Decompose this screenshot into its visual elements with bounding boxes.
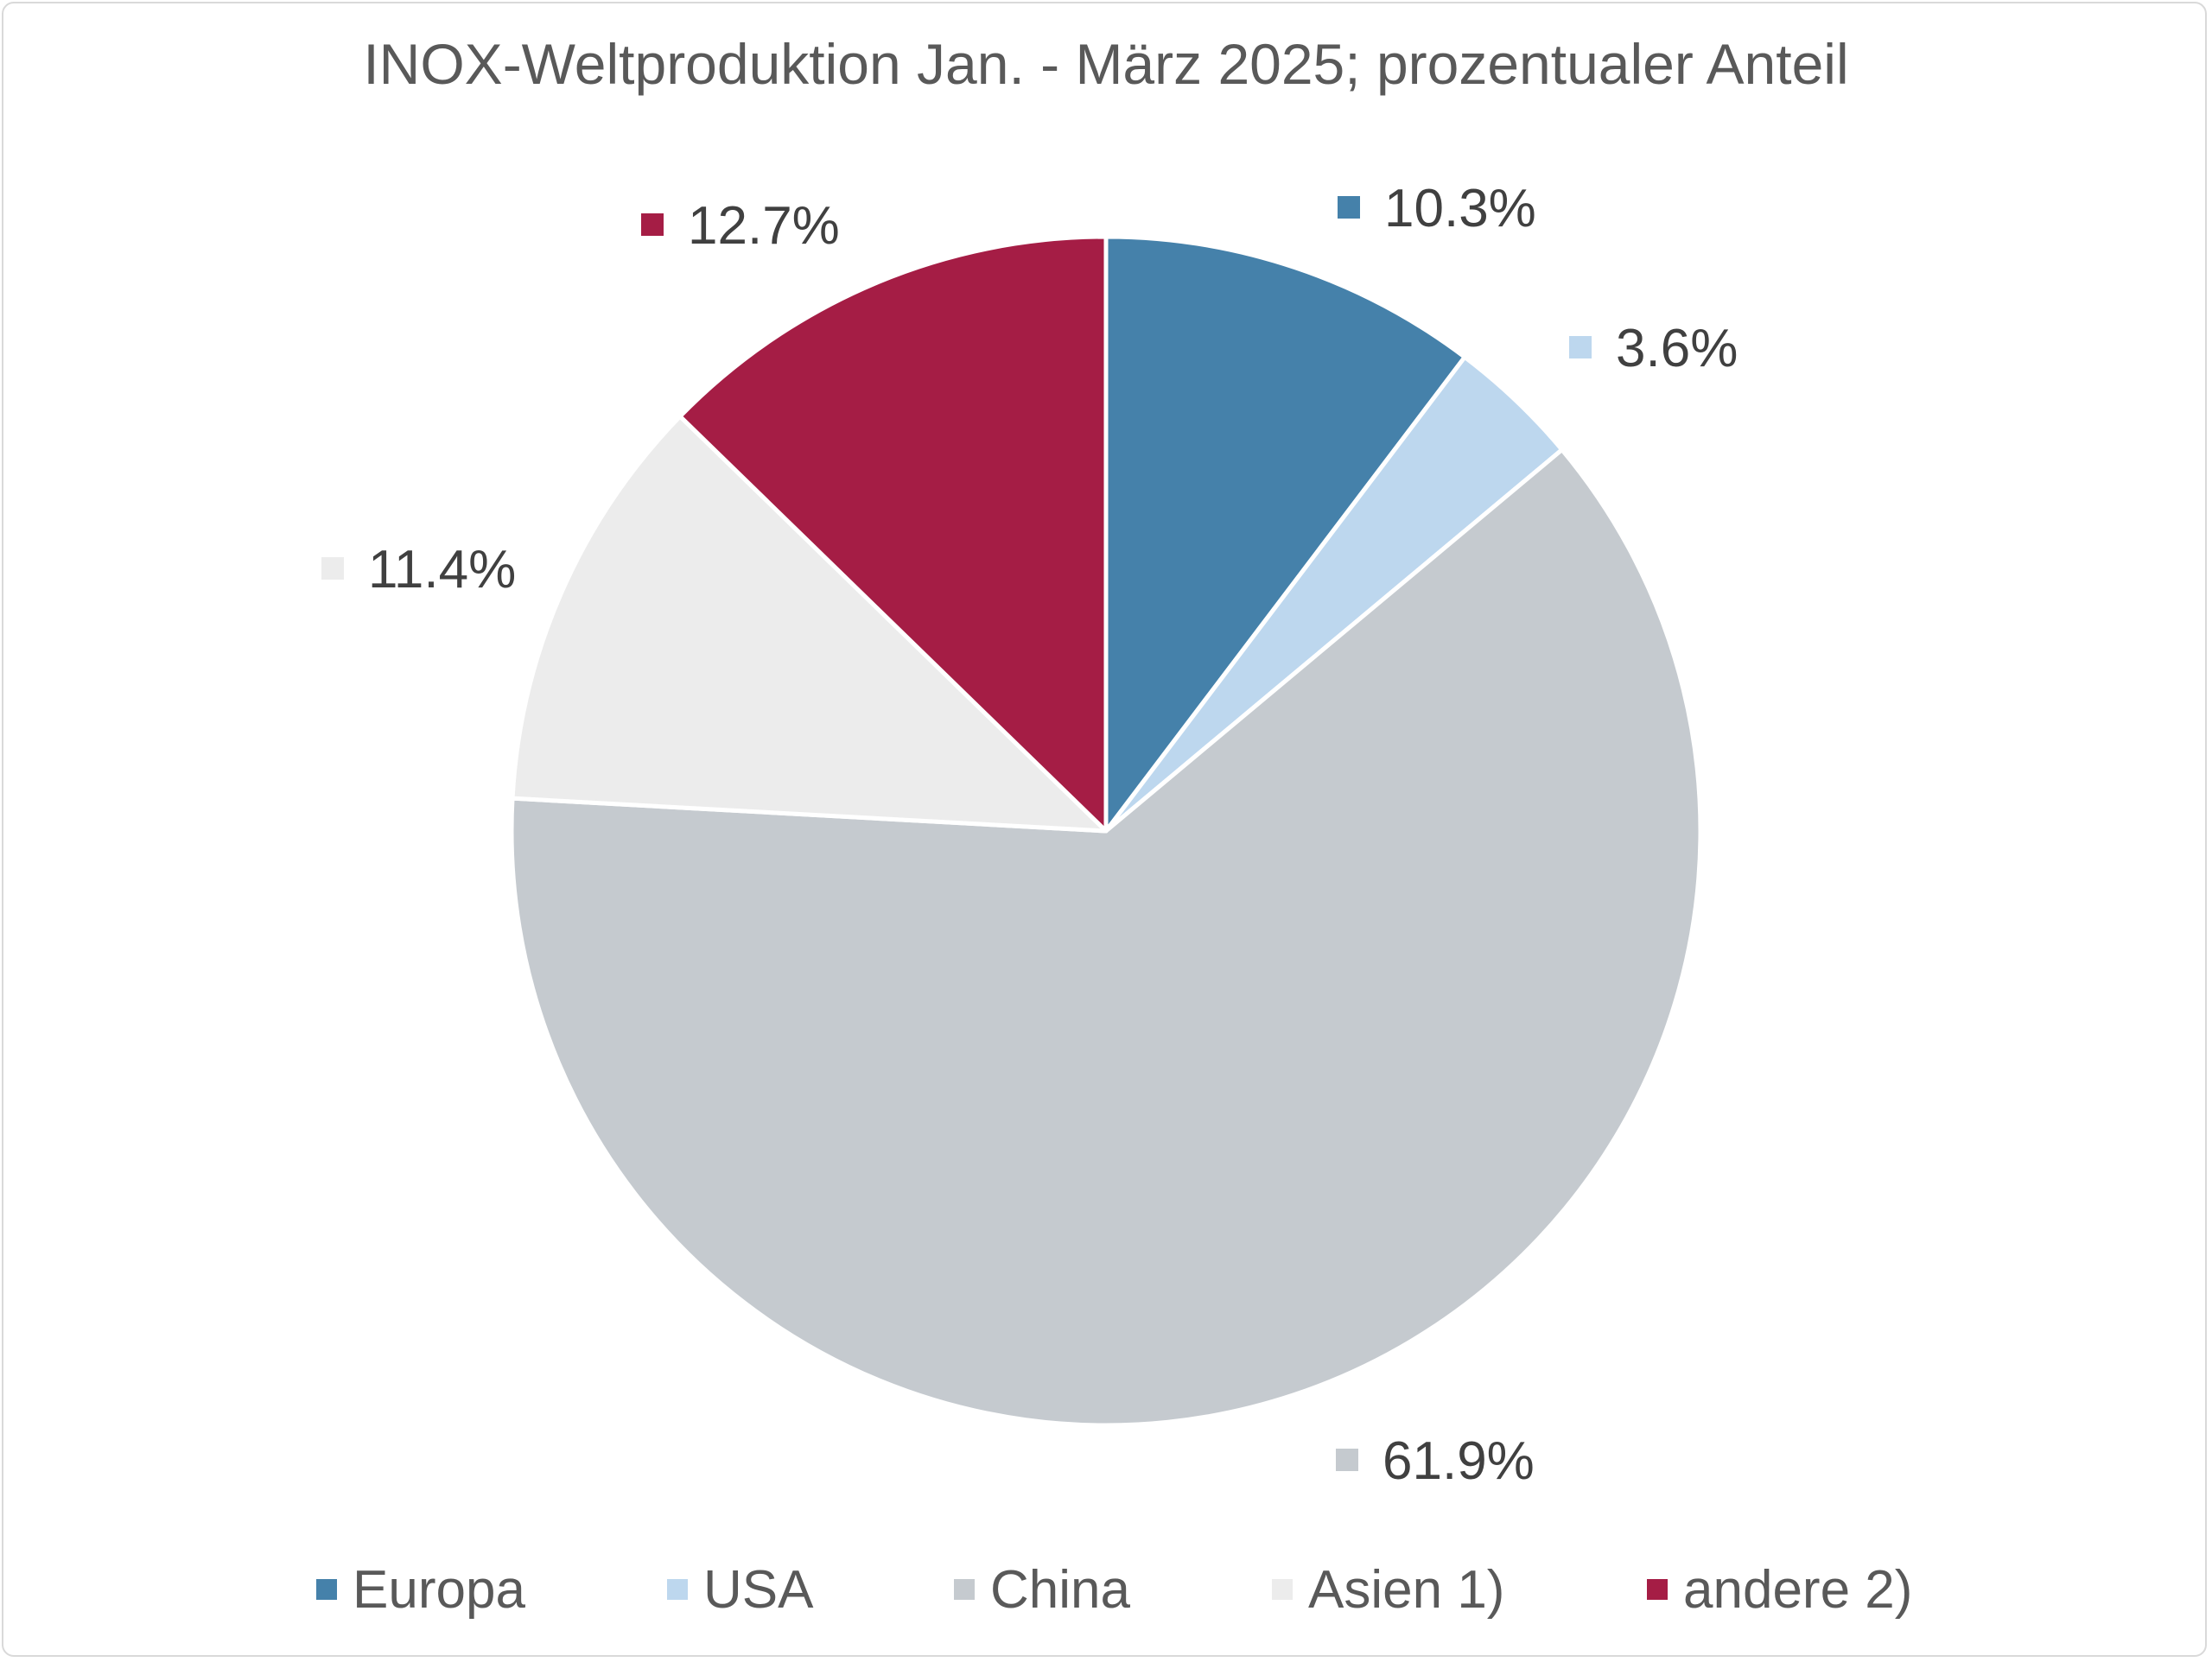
legend-item-usa: USA <box>667 1555 813 1624</box>
data-label-andere-2: 12.7% <box>641 196 840 256</box>
legend-swatch <box>316 1579 337 1600</box>
data-label-china: 61.9% <box>1336 1431 1535 1491</box>
legend-item-china: China <box>954 1555 1130 1624</box>
pie-slice-europa <box>1103 234 1467 834</box>
pie-slice-china <box>509 447 1703 1428</box>
chart-title: INOX-Weltproduktion Jan. - März 2025; pr… <box>363 32 1849 96</box>
data-label-marker <box>1336 1449 1358 1471</box>
legend-label: USA <box>703 1559 814 1620</box>
legend-label: andere 2) <box>1683 1559 1913 1620</box>
data-label-marker <box>1338 196 1360 219</box>
data-label-marker <box>321 557 344 580</box>
data-label-europa: 10.3% <box>1338 179 1536 238</box>
data-label-marker <box>1569 336 1592 358</box>
data-label-marker <box>641 213 664 236</box>
data-label-text: 61.9% <box>1382 1431 1535 1491</box>
data-label-text: 11.4% <box>368 540 516 599</box>
legend-item-europa: Europa <box>316 1555 525 1624</box>
legend-swatch <box>1272 1579 1293 1600</box>
pie-data-labels: 10.3% 3.6% 61.9% 11.4% 12.7% <box>321 179 1738 1491</box>
legend-swatch <box>1647 1579 1668 1600</box>
legend-swatch <box>954 1579 975 1600</box>
pie-slice-andere-2 <box>677 234 1109 834</box>
legend-item-andere-2: andere 2) <box>1647 1555 1912 1624</box>
legend-swatch <box>667 1579 688 1600</box>
data-label-text: 12.7% <box>688 196 840 256</box>
legend-label: China <box>990 1559 1130 1620</box>
pie-slices <box>509 234 1703 1428</box>
chart-legend: Europa USA China Asien 1) andere 2) <box>0 1555 2212 1624</box>
legend-item-asien-1: Asien 1) <box>1272 1555 1504 1624</box>
data-label-text: 3.6% <box>1616 319 1738 378</box>
data-label-usa: 3.6% <box>1569 319 1738 378</box>
legend-label: Asien 1) <box>1308 1559 1505 1620</box>
data-label-asien-1: 11.4% <box>321 540 516 599</box>
data-label-text: 10.3% <box>1384 179 1536 238</box>
legend-label: Europa <box>353 1559 525 1620</box>
pie-slice-asien-1 <box>510 414 1109 834</box>
